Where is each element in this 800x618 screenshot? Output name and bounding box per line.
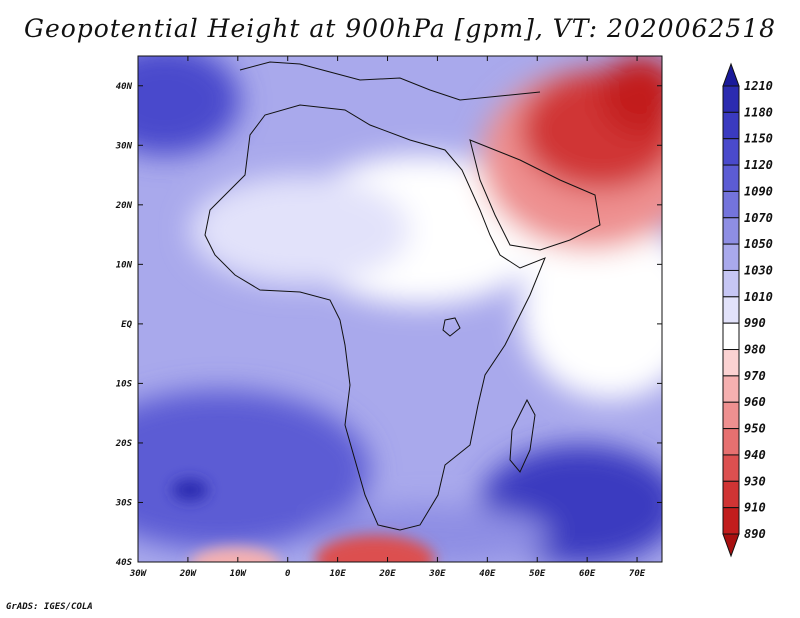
colorbar-swatch xyxy=(722,454,740,482)
colorbar: 1210 1180 1150 1120 1090 1070 1050 1030 1010 990 9… xyxy=(722,62,773,558)
x-tick-label: 20E xyxy=(378,569,396,579)
x-tick-label: 70E xyxy=(629,569,646,579)
colorbar-label: 960 xyxy=(744,395,766,409)
colorbar-swatch xyxy=(722,375,740,403)
colorbar-label: 1050 xyxy=(744,237,773,251)
colorbar-swatch xyxy=(722,428,740,456)
coastlines xyxy=(204,61,601,531)
azores-high xyxy=(138,56,240,155)
lake-victoria xyxy=(442,317,461,337)
y-tick-label: 40S xyxy=(116,558,133,568)
y-tick-label: 20S xyxy=(115,439,133,449)
colorbar-swatch xyxy=(722,164,740,192)
colorbar-swatch xyxy=(722,322,740,351)
colorbar-swatch xyxy=(722,507,740,535)
colorbar-label: 1150 xyxy=(744,132,773,146)
colorbar-label: 1120 xyxy=(744,158,773,172)
x-tick-label: 0 xyxy=(285,569,291,579)
colorbar-swatch xyxy=(722,190,740,219)
colorbar-label: 1180 xyxy=(744,105,773,119)
st-helena-high xyxy=(138,390,370,550)
x-tick-label: 30W xyxy=(129,569,148,579)
colorbar-label: 970 xyxy=(744,369,766,383)
colorbar-swatch xyxy=(722,111,740,140)
colorbar-swatch xyxy=(722,480,740,509)
arabian-sea-area xyxy=(520,220,662,400)
arabia-coastline xyxy=(469,139,601,251)
atlantic-high-core xyxy=(172,479,208,501)
colorbar-top-arrow xyxy=(722,62,740,87)
colorbar-label: 1210 xyxy=(744,79,773,93)
height-field xyxy=(138,56,662,562)
x-tick-label: 50E xyxy=(529,569,546,579)
x-tick-label: 10E xyxy=(329,569,346,579)
y-tick-label: 30S xyxy=(115,498,133,508)
colorbar-swatch xyxy=(722,401,740,430)
grads-credit: GrADS: IGES/COLA xyxy=(6,602,93,612)
colorbar-label: 910 xyxy=(744,501,766,515)
europe-coastline xyxy=(239,61,541,101)
colorbar-label: 1090 xyxy=(744,184,773,198)
persia-low-core xyxy=(600,56,662,135)
x-tick-label: 10W xyxy=(230,569,248,579)
y-tick-label: 10S xyxy=(116,379,133,389)
colorbar-swatch xyxy=(722,269,740,298)
colorbar-swatch xyxy=(722,349,740,377)
chart-title: Geopotential Height at 900hPa [gpm], VT:… xyxy=(23,14,777,43)
colorbar-label: 1030 xyxy=(744,263,773,277)
colorbar-swatch xyxy=(722,138,740,166)
colorbar-label: 940 xyxy=(744,448,766,462)
colorbar-label: 990 xyxy=(744,316,766,330)
colorbar-label: 980 xyxy=(744,343,766,357)
southern-low-west xyxy=(190,547,280,562)
colorbar-label: 930 xyxy=(744,474,766,488)
colorbar-swatch xyxy=(722,296,740,324)
y-tick-label: 30N xyxy=(115,141,133,151)
africa-coastline xyxy=(204,104,546,531)
colorbar-swatch xyxy=(722,217,740,245)
x-axis: 30W 20W 10W 0 10E 20E 30E 40E 50E 60E 70E xyxy=(129,56,646,579)
x-tick-label: 60E xyxy=(579,569,596,579)
y-tick-label: 40N xyxy=(116,82,133,92)
y-tick-label: EQ xyxy=(121,320,132,330)
colorbar-bottom-arrow xyxy=(722,533,740,558)
madagascar-coastline xyxy=(509,398,536,473)
colorbar-label: 1010 xyxy=(744,290,773,304)
colorbar-swatch xyxy=(722,243,740,271)
y-tick-label: 20N xyxy=(115,201,133,211)
west-africa-area xyxy=(190,175,410,285)
colorbar-label: 1070 xyxy=(744,211,773,225)
southern-low-east xyxy=(315,535,435,562)
plot-frame xyxy=(137,55,663,563)
colorbar-label: 890 xyxy=(744,527,766,541)
y-tick-label: 10N xyxy=(116,260,133,270)
x-tick-label: 20W xyxy=(179,569,198,579)
x-tick-label: 40E xyxy=(479,569,496,579)
x-tick-label: 30E xyxy=(428,569,446,579)
colorbar-swatch xyxy=(722,85,740,113)
colorbar-label: 950 xyxy=(744,422,766,436)
y-axis: 40N 30N 20N 10N EQ 10S 20S 30S 40S xyxy=(115,82,662,568)
